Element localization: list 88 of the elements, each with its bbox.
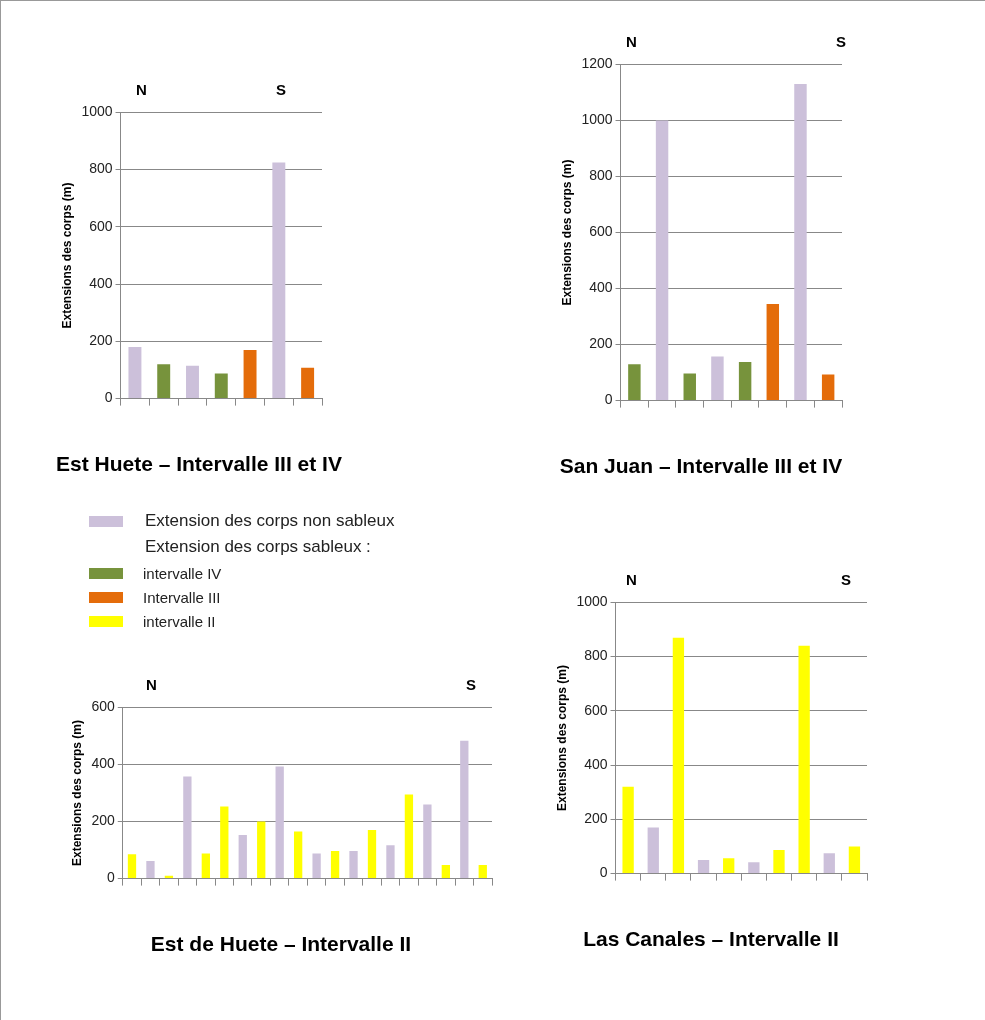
bar	[272, 162, 286, 399]
legend-label: intervalle II	[143, 612, 216, 630]
bar	[214, 373, 228, 399]
bar	[275, 766, 284, 879]
legend-label: Intervalle III	[143, 588, 221, 606]
bar	[186, 365, 199, 399]
y-tick-label: 800	[89, 160, 113, 177]
y-axis-title: Extensions des corps (m)	[554, 664, 569, 812]
y-axis-title: Extensions des corps (m)	[559, 159, 574, 306]
y-tick-label: 1000	[81, 103, 113, 120]
bar	[238, 834, 247, 879]
text: N	[146, 676, 157, 695]
bar	[404, 794, 414, 879]
y-tick-label: 400	[89, 274, 113, 291]
text: N	[626, 33, 637, 52]
text: Est de Huete – Intervalle II	[149, 932, 413, 956]
y-tick-label: 200	[584, 810, 608, 827]
bar	[773, 850, 785, 874]
bar	[220, 806, 229, 879]
y-tick-label: 600	[584, 701, 608, 718]
y-tick-label: 200	[89, 332, 113, 349]
bar	[697, 860, 710, 874]
bar	[312, 853, 321, 879]
text: Est Huete – Intervalle III et IV	[56, 452, 342, 476]
bar	[622, 786, 634, 874]
text: S	[465, 676, 476, 695]
bar	[655, 120, 669, 401]
bar	[441, 864, 450, 879]
bar	[183, 776, 192, 879]
y-tick-label: 1000	[581, 111, 613, 128]
bar	[128, 347, 142, 399]
text: San Juan – Intervalle III et IV	[558, 454, 844, 478]
bar	[798, 645, 810, 874]
y-tick-label: 400	[589, 279, 613, 296]
y-tick-label: 1200	[581, 55, 613, 72]
legend-label: Extension des corps non sableux	[145, 511, 395, 531]
y-tick-label: 400	[91, 755, 115, 772]
bar	[367, 830, 377, 879]
bar	[766, 303, 780, 401]
y-tick-label: 200	[589, 335, 613, 352]
bar	[478, 864, 487, 879]
bar	[848, 846, 861, 874]
bar	[157, 364, 171, 399]
bar	[748, 862, 760, 874]
y-tick-label: 600	[89, 217, 113, 234]
bar	[330, 850, 340, 879]
bar	[423, 804, 432, 879]
bar	[243, 349, 257, 399]
y-tick-label: 0	[599, 864, 608, 881]
text: N	[136, 81, 147, 100]
bar	[647, 827, 659, 874]
bar	[823, 853, 835, 874]
y-tick-label: 0	[106, 869, 115, 886]
y-tick-label: 200	[91, 812, 115, 829]
y-tick-label: 600	[91, 698, 115, 715]
text: N	[626, 571, 637, 590]
bar	[201, 853, 210, 879]
text: S	[835, 33, 846, 52]
bar	[794, 84, 807, 401]
text: S	[275, 81, 286, 100]
y-tick-label: 0	[104, 389, 113, 406]
y-axis-title: Extensions des corps (m)	[59, 182, 74, 329]
bar	[386, 845, 395, 879]
bar	[821, 374, 835, 401]
bar	[146, 860, 155, 879]
y-tick-label: 600	[589, 223, 613, 240]
y-tick-label: 800	[589, 167, 613, 184]
bar	[672, 637, 685, 874]
y-tick-label: 1000	[576, 593, 608, 610]
bar	[257, 821, 266, 879]
bar	[460, 740, 469, 879]
text: Las Canales – Intervalle II	[582, 927, 840, 951]
legend-label: intervalle IV	[143, 564, 222, 582]
text: Extension des corps sableux :	[144, 536, 372, 558]
bar	[683, 373, 696, 401]
bar	[628, 364, 641, 401]
y-tick-label: 0	[604, 391, 613, 408]
bar	[349, 850, 358, 879]
bar	[738, 361, 752, 401]
y-tick-label: 400	[584, 755, 608, 772]
y-tick-label: 800	[584, 647, 608, 664]
y-axis-title: Extensions des corps (m)	[69, 719, 84, 867]
bar	[723, 858, 735, 874]
text: S	[840, 571, 851, 590]
bar	[127, 854, 137, 879]
bar	[301, 367, 315, 399]
bar	[293, 831, 303, 879]
bar	[711, 356, 724, 401]
